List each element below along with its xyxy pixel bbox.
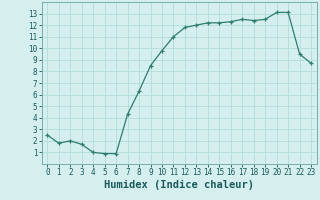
X-axis label: Humidex (Indice chaleur): Humidex (Indice chaleur) — [104, 180, 254, 190]
